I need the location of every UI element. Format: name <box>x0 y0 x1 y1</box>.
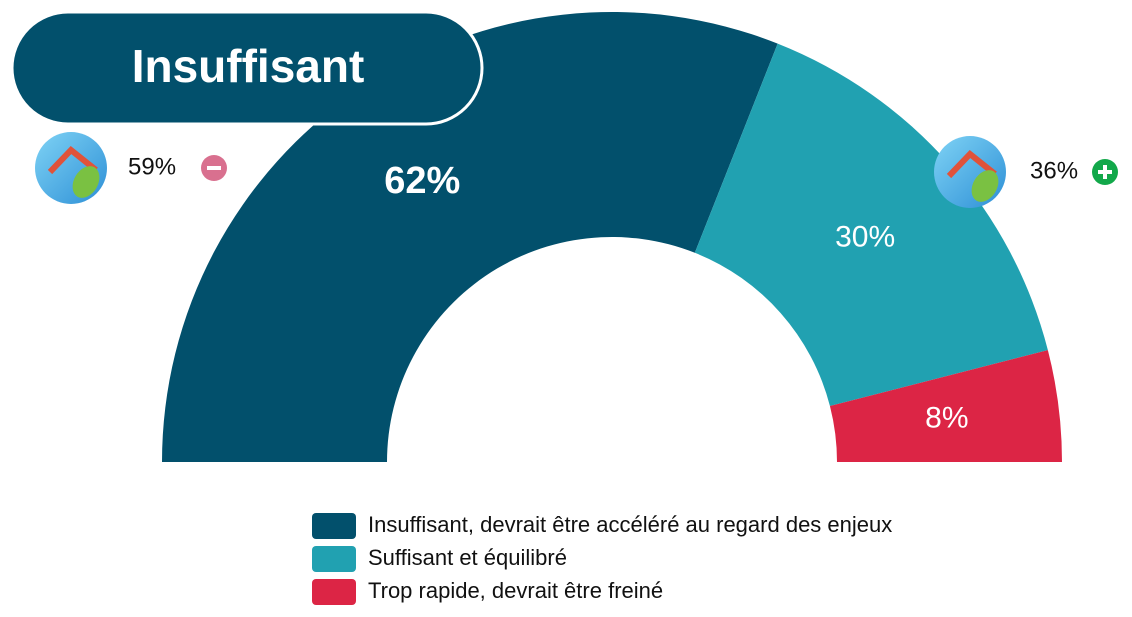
chart-title: Insuffisant <box>132 40 365 92</box>
plus-icon <box>1092 159 1118 185</box>
legend: Insuffisant, devrait être accéléré au re… <box>312 512 892 605</box>
data-label: 8% <box>925 402 968 435</box>
donut-segment <box>829 350 1062 462</box>
annotation: 59% <box>128 153 176 180</box>
legend-label: Insuffisant, devrait être accéléré au re… <box>368 512 892 537</box>
legend-label: Trop rapide, devrait être freiné <box>368 578 663 603</box>
legend-label: Suffisant et équilibré <box>368 545 567 570</box>
icon <box>35 132 107 204</box>
legend-swatch <box>312 546 356 572</box>
data-label: 30% <box>835 221 895 254</box>
title-pill <box>10 10 484 126</box>
legend-swatch <box>312 579 356 605</box>
annotation: 36% <box>1030 157 1078 184</box>
legend-swatch <box>312 513 356 539</box>
donut-segment <box>694 43 1048 407</box>
icon <box>934 136 1006 208</box>
data-label: 62% <box>384 160 460 202</box>
minus-icon <box>201 155 227 181</box>
